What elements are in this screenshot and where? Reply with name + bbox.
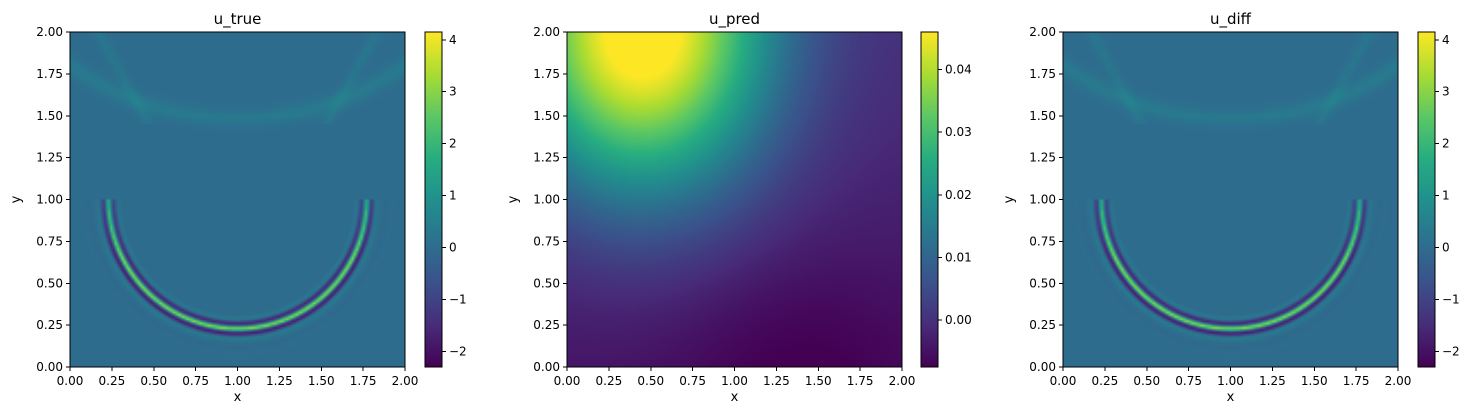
colorbar-tick-label: 4 <box>449 33 457 47</box>
x-tick-label: 1.25 <box>1259 374 1286 388</box>
chart-panel-u_pred: u_pred 0.00 0.25 0.50 0.75 1.00 1.25 1.50 1.75 2.… <box>506 10 972 405</box>
colorbar-frame <box>920 31 939 368</box>
colorbar-tick-label: −2 <box>449 344 467 358</box>
x-axis-label: x <box>1227 390 1235 405</box>
colorbar-tick-label: 0.01 <box>945 250 972 264</box>
y-tick-label: 1.25 <box>1029 151 1056 165</box>
y-tick-label: 2.00 <box>533 25 560 39</box>
x-tick-label: 1.50 <box>805 374 832 388</box>
colorbar-tick-label: 0.04 <box>945 63 972 77</box>
colorbar-tick-label: 1 <box>1442 189 1450 203</box>
x-tick-label: 1.75 <box>847 374 874 388</box>
y-tick-label: 0.75 <box>533 234 560 248</box>
y-tick-label: 1.75 <box>1029 67 1056 81</box>
colorbar-frame <box>424 31 443 368</box>
colorbar <box>1418 32 1435 367</box>
chart-panel-u_diff: u_diff 0.00 0.25 0.50 0.75 1.00 1.25 1.50 1.75 2.… <box>1002 10 1460 405</box>
colorbar-tick-label: 2 <box>1442 137 1450 151</box>
heatmap-image <box>1063 32 1398 367</box>
panel-title: u_diff <box>1210 10 1252 29</box>
y-axis-label: y <box>506 195 521 203</box>
x-tick-label: 0.50 <box>637 374 664 388</box>
y-tick-label: 1.00 <box>1029 193 1056 207</box>
x-tick-label: 1.25 <box>763 374 790 388</box>
x-tick-label: 0.25 <box>596 374 623 388</box>
x-tick-label: 0.25 <box>99 374 126 388</box>
y-tick-label: 1.00 <box>533 193 560 207</box>
colorbar-frame <box>1417 31 1436 368</box>
y-tick-label: 0.50 <box>533 276 560 290</box>
x-tick-label: 0.75 <box>679 374 706 388</box>
chart-panel-u_true: u_true 0.00 0.25 0.50 0.75 1.00 1.25 1.50 1.75 2.… <box>9 10 467 405</box>
x-tick-label: 0.50 <box>140 374 167 388</box>
colorbar-tick-label: 0.03 <box>945 125 972 139</box>
panel-title: u_true <box>214 10 262 29</box>
y-tick-label: 2.00 <box>1029 25 1056 39</box>
colorbar-tick-label: −1 <box>1442 292 1460 306</box>
x-tick-label: 2.00 <box>392 374 419 388</box>
y-tick-label: 0.25 <box>36 318 63 332</box>
x-tick-label: 0.75 <box>1175 374 1202 388</box>
x-tick-label: 2.00 <box>1385 374 1412 388</box>
x-tick-label: 2.00 <box>889 374 916 388</box>
x-tick-label: 1.50 <box>1301 374 1328 388</box>
y-tick-label: 0.00 <box>36 360 63 374</box>
colorbar <box>921 32 938 367</box>
colorbar <box>425 32 442 367</box>
x-tick-label: 0.50 <box>1133 374 1160 388</box>
y-tick-label: 1.75 <box>36 67 63 81</box>
colorbar-tick-label: 3 <box>449 85 457 99</box>
x-tick-label: 1.75 <box>1343 374 1370 388</box>
x-axis-label: x <box>234 390 242 405</box>
colorbar-tick-label: 0 <box>1442 241 1450 255</box>
y-tick-label: 0.25 <box>533 318 560 332</box>
colorbar-tick-label: 1 <box>449 189 457 203</box>
y-tick-label: 0.50 <box>36 276 63 290</box>
y-tick-label: 1.50 <box>533 109 560 123</box>
x-tick-label: 1.50 <box>308 374 335 388</box>
colorbar-tick-label: 3 <box>1442 85 1450 99</box>
colorbar-tick-label: 4 <box>1442 33 1450 47</box>
y-tick-label: 0.75 <box>1029 234 1056 248</box>
panel-title: u_pred <box>709 10 760 29</box>
y-tick-label: 0.00 <box>533 360 560 374</box>
y-tick-label: 1.50 <box>1029 109 1056 123</box>
colorbar-tick-label: 2 <box>449 137 457 151</box>
x-tick-label: 1.00 <box>721 374 748 388</box>
y-tick-label: 0.00 <box>1029 360 1056 374</box>
x-tick-label: 1.25 <box>266 374 293 388</box>
x-tick-label: 0.00 <box>1050 374 1077 388</box>
x-tick-label: 1.00 <box>1217 374 1244 388</box>
x-tick-label: 0.75 <box>182 374 209 388</box>
y-axis-label: y <box>1002 195 1017 203</box>
colorbar-tick-label: −2 <box>1442 344 1460 358</box>
colorbar-tick-label: 0 <box>449 241 457 255</box>
y-tick-label: 0.50 <box>1029 276 1056 290</box>
y-tick-label: 2.00 <box>36 25 63 39</box>
heatmap-image <box>567 32 902 367</box>
x-tick-label: 1.00 <box>224 374 251 388</box>
x-axis-label: x <box>731 390 739 405</box>
colorbar-tick-label: −1 <box>449 292 467 306</box>
x-tick-label: 0.00 <box>554 374 581 388</box>
y-tick-label: 1.50 <box>36 109 63 123</box>
y-tick-label: 1.00 <box>36 193 63 207</box>
colorbar-tick-label: 0.00 <box>945 313 972 327</box>
x-tick-label: 0.25 <box>1092 374 1119 388</box>
y-tick-label: 1.25 <box>533 151 560 165</box>
y-tick-label: 1.25 <box>36 151 63 165</box>
heatmap-image <box>70 32 405 367</box>
x-tick-label: 1.75 <box>350 374 377 388</box>
y-tick-label: 1.75 <box>533 67 560 81</box>
colorbar-tick-label: 0.02 <box>945 188 972 202</box>
y-axis-label: y <box>9 195 24 203</box>
y-tick-label: 0.75 <box>36 234 63 248</box>
y-tick-label: 0.25 <box>1029 318 1056 332</box>
x-tick-label: 0.00 <box>57 374 84 388</box>
